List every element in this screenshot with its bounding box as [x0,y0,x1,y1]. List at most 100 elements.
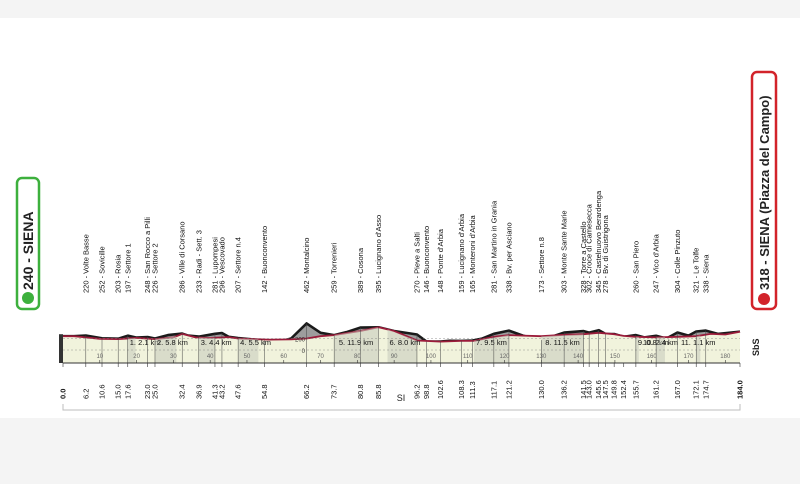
km-axis-tick-label: 170 [683,354,694,360]
km-marker-label: 85.8 [374,384,383,399]
sector-band [635,336,639,363]
km-marker-label: 145.6 [594,380,603,399]
km-marker-label: 149.8 [610,380,619,399]
km-marker-label: 80.8 [356,384,365,399]
sector-band [198,337,215,363]
km-marker-label: 117.1 [489,381,498,399]
waypoint-label: 303 - Monte Sante Marie [560,210,569,293]
waypoint-label: 142 - Buonconvento [260,226,269,293]
km-axis-tick-label: 180 [720,354,731,360]
waypoint-label: 207 - Settore n.4 [234,237,243,293]
sector-label: 7. 9.5 km [476,338,507,347]
km-marker-label: 96.2 [412,384,421,399]
waypoint-label: 281 - San Martino in Grania [489,200,498,293]
waypoint-label: 281 - Lupompesi [210,237,219,293]
waypoint-label: 247 - Vico d'Arbia [652,233,661,293]
waypoint-label: 278 - Bv. di Guistrigona [601,214,610,293]
waypoint-label: 252 - Sovicille [98,246,107,293]
km-marker-label: 32.4 [178,384,187,399]
km-marker-label: 47.6 [234,384,243,399]
sector-label: 9. 0.8 km [638,338,669,347]
waypoint-label: 248 - San Rocco a Pilli [143,217,152,293]
waypoint-label: 270 - Pieve a Salti [412,232,421,293]
km-axis-tick-label: 120 [500,354,511,360]
sector-label: 5. 11.9 km [339,338,373,347]
waypoint-label: 389 - Cosona [356,247,365,293]
finish-box [750,70,778,311]
waypoint-label: 233 - Radi - Sett. 3 [194,230,203,293]
sector-label: 3. 4.4 km [201,338,232,347]
waypoint-label: 226 - Settore 2 [150,243,159,293]
finish-badge: 318 - SIENA (Piazza del Campo) [750,70,778,311]
km-axis-tick-label: 130 [536,354,547,360]
km-axis-tick-label: 100 [426,354,437,360]
sector-band [334,327,378,363]
km-axis-tick-label: 50 [244,354,251,360]
km-axis-tick-label: 60 [280,354,287,360]
sector-band [154,336,177,363]
waypoint-label: 260 - San Piero [631,241,640,293]
sector-band [473,335,509,363]
km-marker-label: 73.7 [330,384,339,399]
km-axis-tick-label: 10 [96,354,103,360]
km-axis-tick-label: 20 [133,354,140,360]
km-marker-label: 15.0 [114,384,123,399]
km-marker-label: 111.3 [468,381,477,399]
sector-band [127,337,136,363]
stage-profile-card: 1. 2.1 km 2. 5.8 km 3. 4.4 km 4. 5.5 km 5. 1… [0,18,800,418]
km-marker-label: 143.0 [585,380,594,399]
km-marker-label: 98.8 [422,384,431,399]
km-axis-tick-label: 110 [463,354,473,360]
sector-band [387,329,417,363]
km-marker-label: 102.6 [436,380,445,399]
stage-profile-chart: 1. 2.1 km2. 5.8 km 3. 4.4 km 4. 5.5 km 5. 1… [15,70,778,411]
km-axis-tick-label: 70 [317,354,324,360]
km-axis-tick-label: 80 [354,354,361,360]
km-marker-label: 108.3 [457,380,466,399]
waypoint-label: 296 - Vescovado [217,237,226,293]
km-marker-label: 10.6 [98,384,107,399]
km-marker-label: 43.2 [217,384,226,399]
waypoint-label: 338 - Siena [701,254,710,293]
sector-band [541,334,584,363]
gridline-label: 0 [302,349,306,355]
sponsor-mark: SbS [751,338,761,356]
km-marker-label: 41.3 [210,384,219,399]
km-marker-label: 25.0 [150,384,159,399]
waypoint-label: 462 - Montalcino [302,238,311,293]
sector-label: 11. 1.1 km [681,338,715,347]
sector-label: 10. 2.4 km [643,338,678,347]
km-marker-label: 136.2 [560,380,569,399]
km-marker-label: 6.2 [81,389,90,399]
sector-label: 2. 5.8 km [157,338,188,347]
km-axis-tick-label: 140 [573,354,584,360]
waypoint-label: 345 - Castelnuovo Berardenga [594,190,603,293]
sector-label: 6. 8.0 km [390,338,421,347]
start-icon [22,292,34,304]
waypoint-label: 338 - Bv. per Asciano [504,222,513,293]
sector-band [696,335,701,363]
km-axis-tick-label: 40 [207,354,214,360]
start-badge: 240 - SIENA [15,176,41,311]
km-marker-label: 161.2 [652,380,661,399]
start-label: 240 - SIENA [20,211,36,290]
bottom-bracket: SI [62,393,741,411]
km-marker-label: 152.4 [619,380,628,399]
waypoint-label: 220 - Volte Basse [81,234,90,293]
waypoint-label: 148 - Ponte d'Arbia [436,228,445,293]
waypoint-label: 146 - Buonconvento [422,226,431,293]
waypoint-label: 321 - Le Tolfe [692,248,701,293]
waypoint-label: 304 - Colle Pinzuto [673,230,682,293]
gridline-label: 200 [295,338,306,344]
waypoint-label: 159 - Lucignano d'Arbia [457,213,466,293]
km-axis-tick-label: 150 [610,354,621,360]
km-marker-label: 66.2 [302,384,311,399]
waypoint-label: 302 - Croce di Camesecca [585,203,594,293]
waypoint-label: 328 - Torre a Castello [579,221,588,293]
km-marker-label: 155.7 [631,380,640,399]
bracket-label: SI [397,393,406,403]
waypoint-label: 259 - Torrenieri [330,242,339,293]
waypoint-label: 173 - Settore n.8 [537,237,546,293]
sector-label: 1. 2.1 km [130,338,161,347]
waypoint-label: 286 - Ville di Corsano [178,221,187,293]
